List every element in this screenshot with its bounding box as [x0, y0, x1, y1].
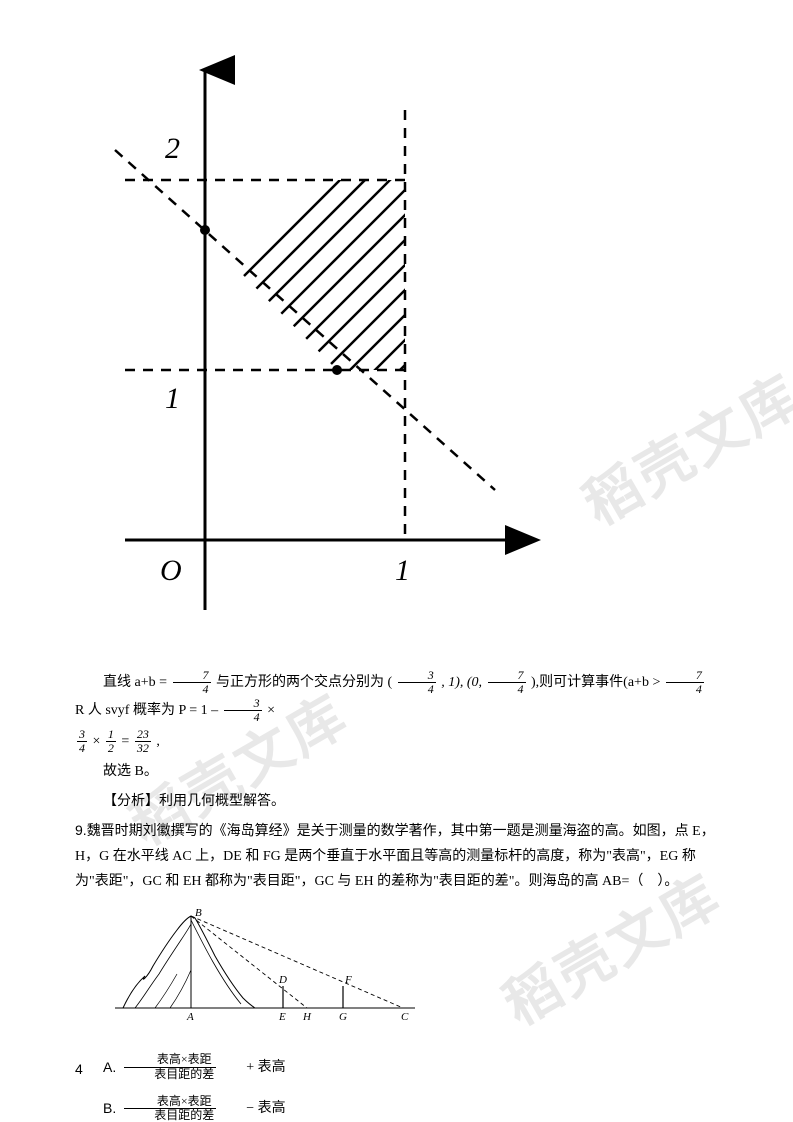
- y-tick-1: 1: [165, 382, 180, 415]
- solution-text: 直线 a+b = 74 与正方形的两个交点分别为 ( 34 , 1), (0, …: [75, 669, 718, 814]
- svg-text:G: G: [339, 1011, 347, 1023]
- svg-text:C: C: [401, 1011, 409, 1023]
- sol-line4: 【分析】利用几何概型解答。: [75, 789, 718, 814]
- x-tick-1: 1: [395, 554, 410, 587]
- svg-text:H: H: [302, 1011, 312, 1023]
- y-tick-2: 2: [165, 132, 180, 165]
- svg-text:D: D: [278, 974, 287, 986]
- origin-label: O: [160, 554, 182, 587]
- sol-line1-prefix: 直线 a+b =: [103, 675, 171, 690]
- svg-text:B: B: [195, 908, 202, 919]
- main-coordinate-figure: O 1 1 2: [95, 50, 718, 639]
- svg-text:A: A: [186, 1011, 194, 1023]
- question-9: 9.魏晋时期刘徽撰写的《海岛算经》是关于测量的数学著作，其中第一题是测量海盗的高…: [75, 818, 718, 895]
- svg-text:E: E: [278, 1011, 286, 1023]
- choice-a: A. 表高×表距表目距的差 + 表高: [75, 1053, 718, 1080]
- svg-text:F: F: [344, 974, 352, 986]
- mountain-diagram: A B D E H F G C: [115, 908, 718, 1037]
- sol-line3: 故选 B。: [75, 759, 718, 784]
- choice-b: B. 表高×表距表目距的差 − 表高: [75, 1095, 718, 1122]
